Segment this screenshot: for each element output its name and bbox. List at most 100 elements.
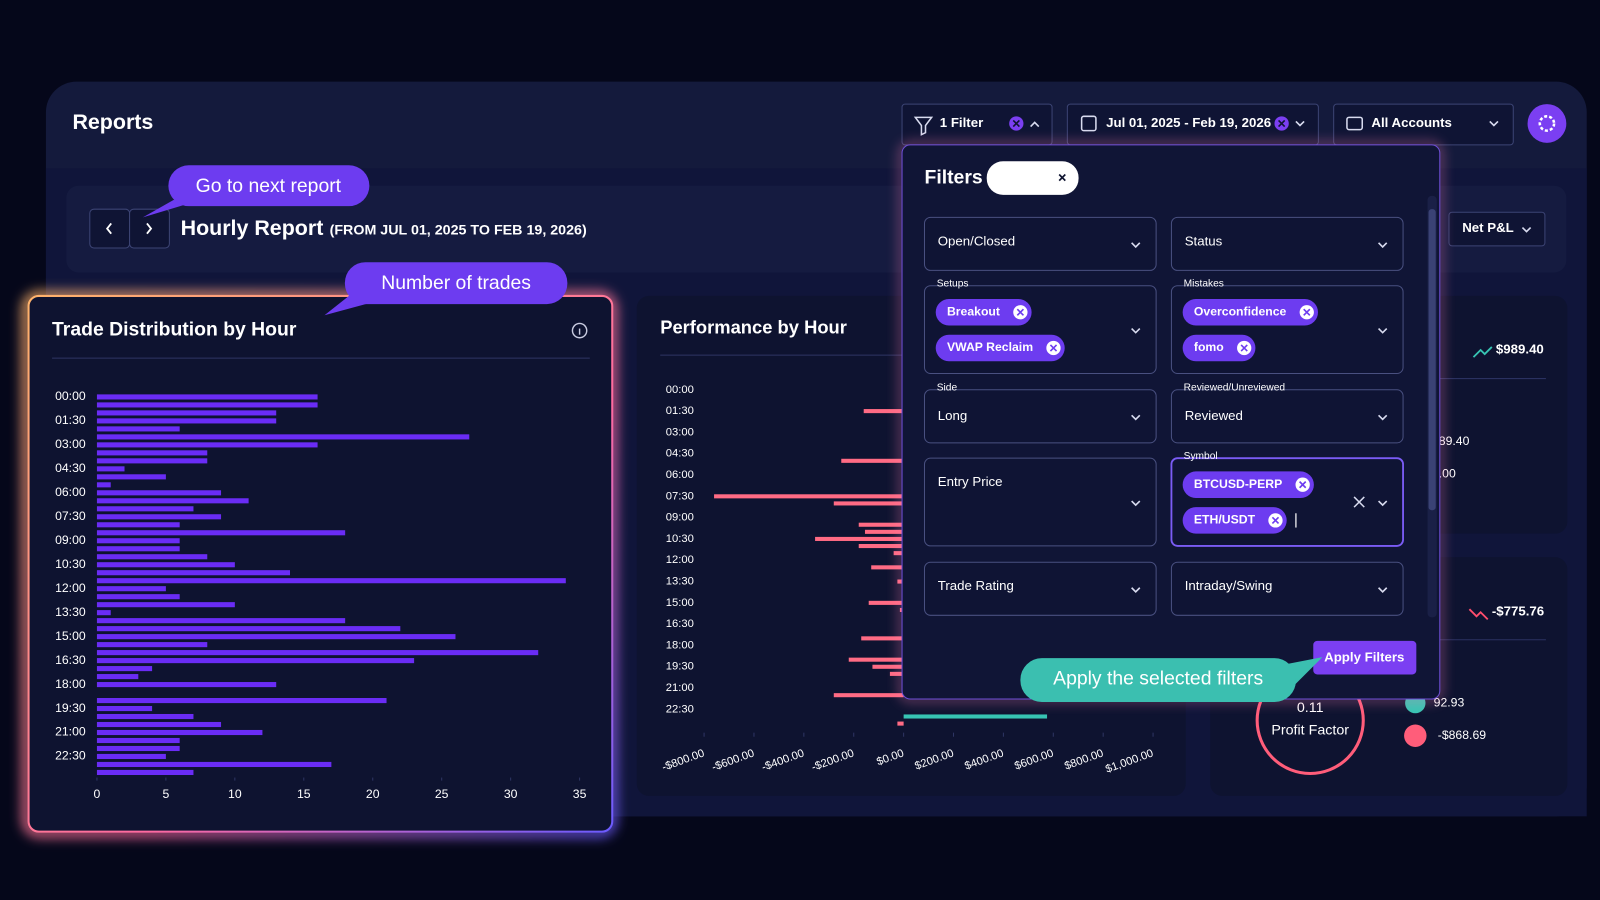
metric: Net P&L bbox=[1462, 220, 1514, 235]
bar bbox=[833, 693, 904, 698]
info-icon[interactable] bbox=[571, 322, 588, 339]
filter-field[interactable] bbox=[1170, 561, 1404, 616]
bar bbox=[96, 570, 290, 576]
calendar-icon bbox=[1080, 115, 1097, 132]
bar bbox=[96, 466, 125, 472]
scroll-thumb[interactable] bbox=[1428, 209, 1436, 511]
clear-all-button[interactable] bbox=[986, 161, 1079, 195]
bar bbox=[96, 682, 277, 688]
caret bbox=[1131, 242, 1141, 249]
filter-field[interactable] bbox=[923, 216, 1157, 271]
worst-value: -$775.76 bbox=[1492, 604, 1544, 619]
bar bbox=[96, 610, 111, 616]
bar bbox=[903, 714, 1048, 719]
bar bbox=[96, 626, 401, 632]
apply-label: Apply Filters bbox=[1324, 650, 1404, 665]
y-tick-label: 15:00 bbox=[666, 597, 694, 609]
bar bbox=[96, 578, 566, 584]
chip-label: fomo bbox=[1194, 340, 1224, 354]
field-placeholder: Trade Rating bbox=[938, 578, 1014, 593]
bar bbox=[96, 618, 346, 624]
bar bbox=[96, 498, 249, 504]
remove-cross bbox=[1303, 308, 1311, 316]
callout-text: Go to next report bbox=[196, 175, 342, 197]
bar bbox=[96, 602, 235, 608]
gear-icon bbox=[1538, 115, 1556, 132]
y-tick-label: 10:30 bbox=[666, 533, 694, 545]
bar bbox=[96, 434, 470, 440]
chip-label: BTCUSD-PERP bbox=[1194, 477, 1282, 491]
y-tick-label: 16:30 bbox=[666, 618, 694, 630]
field-label: Setups bbox=[937, 278, 969, 289]
caret bbox=[1131, 414, 1141, 421]
bar bbox=[96, 705, 153, 712]
bar bbox=[96, 721, 222, 728]
bar bbox=[96, 418, 277, 424]
filter-field[interactable] bbox=[923, 561, 1157, 616]
chart-title: Performance by Hour bbox=[660, 316, 847, 337]
bar bbox=[96, 562, 235, 568]
bar bbox=[714, 494, 904, 499]
bar bbox=[96, 666, 153, 672]
bar bbox=[897, 721, 904, 726]
bar bbox=[858, 544, 904, 549]
trend-up-icon bbox=[1472, 346, 1493, 358]
y-tick-label: 16:30 bbox=[55, 653, 86, 667]
caret bbox=[1489, 120, 1499, 127]
remove-cross bbox=[1049, 344, 1058, 352]
y-tick-label: 19:30 bbox=[666, 661, 694, 673]
field-value: Long bbox=[938, 408, 967, 423]
bar bbox=[815, 536, 904, 541]
chip bbox=[935, 298, 1032, 326]
apply-button[interactable] bbox=[1313, 640, 1417, 675]
chip bbox=[1182, 471, 1314, 498]
filter-field[interactable] bbox=[923, 389, 1157, 444]
y-tick-label: 09:00 bbox=[55, 533, 86, 547]
caret bbox=[1131, 327, 1141, 334]
y-tick-label: 04:30 bbox=[666, 448, 694, 460]
chip-label: VWAP Reclaim bbox=[947, 340, 1033, 354]
remove-cross bbox=[1016, 308, 1025, 316]
metric-dropdown[interactable] bbox=[1448, 211, 1546, 247]
y-tick-label: 04:30 bbox=[55, 461, 86, 475]
callout bbox=[168, 165, 370, 207]
prev-button[interactable] bbox=[89, 208, 131, 249]
chip-label: ETH/USDT bbox=[1194, 513, 1256, 527]
filter-field[interactable] bbox=[923, 457, 1157, 547]
x-tick-label: 15 bbox=[297, 787, 311, 801]
y-tick-label: 12:00 bbox=[666, 554, 694, 566]
bar bbox=[96, 402, 318, 408]
caret bbox=[1295, 120, 1305, 127]
next-button[interactable] bbox=[129, 208, 170, 249]
y-tick-label: 06:00 bbox=[55, 485, 86, 499]
bar bbox=[96, 442, 318, 448]
clear-all: Clear All bbox=[998, 169, 1051, 184]
x-tick-label: 5 bbox=[162, 787, 169, 801]
x-tick-label: 25 bbox=[435, 787, 449, 801]
y-tick-label: 22:30 bbox=[55, 749, 86, 763]
settings-button[interactable] bbox=[1527, 104, 1567, 143]
chip bbox=[1182, 298, 1318, 326]
bar bbox=[861, 636, 904, 641]
bar bbox=[96, 642, 208, 648]
clear-field-icon[interactable] bbox=[1353, 496, 1365, 508]
caret bbox=[1521, 226, 1532, 233]
panel-title: Filters bbox=[924, 167, 982, 189]
callout bbox=[1020, 658, 1296, 703]
y-tick-label: 09:00 bbox=[666, 512, 694, 524]
bar bbox=[96, 586, 166, 592]
bar bbox=[96, 490, 222, 496]
filter-count: 1 Filter bbox=[940, 115, 983, 130]
y-tick-label: 01:30 bbox=[666, 405, 694, 417]
briefcase-icon bbox=[1346, 116, 1364, 131]
y-tick-label: 21:00 bbox=[55, 725, 86, 739]
filter-field[interactable] bbox=[1170, 216, 1404, 271]
bar bbox=[872, 664, 904, 669]
loss-value: -$868.69 bbox=[1438, 728, 1486, 742]
filter-field[interactable] bbox=[1170, 389, 1404, 444]
stat-fragment: .00 bbox=[1439, 467, 1456, 481]
field-value: Reviewed bbox=[1185, 408, 1243, 423]
bar bbox=[96, 634, 456, 640]
profit-factor-value: 0.11 bbox=[1297, 700, 1324, 716]
field-label: Reviewed/Unreviewed bbox=[1184, 382, 1286, 393]
